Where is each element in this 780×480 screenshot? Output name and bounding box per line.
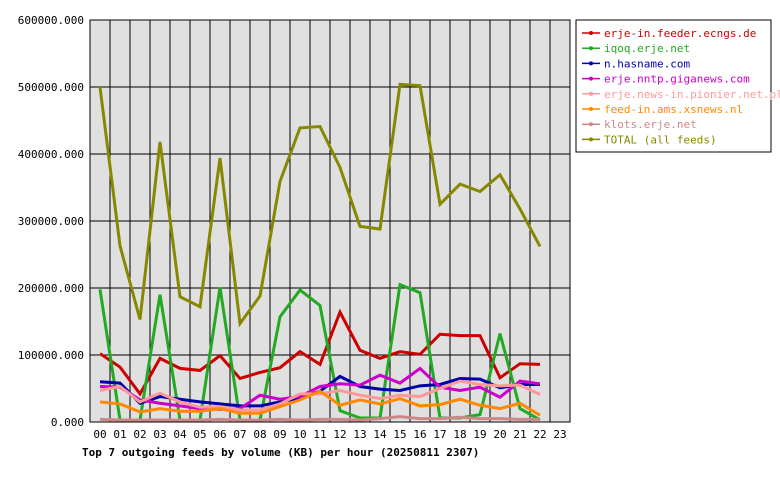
legend-label: erje.news-in.pionier.net.pl [604, 88, 780, 101]
x-tick-label: 01 [113, 428, 126, 441]
y-tick-label: 100000.000 [18, 349, 84, 362]
series-line-5 [99, 389, 541, 417]
legend-label: feed-in.ams.xsnews.nl [604, 103, 743, 116]
legend-marker [589, 137, 593, 142]
legend-label: erje.nntp.giganews.com [604, 73, 750, 86]
y-axis-ticks: 0.000 100000.000 200000.000 300000.000 40000… [18, 14, 84, 429]
x-tick-label: 20 [493, 428, 506, 441]
legend-marker [589, 122, 593, 127]
x-tick-label: 15 [393, 428, 406, 441]
series-line-3 [99, 366, 541, 411]
series-line-0 [99, 308, 541, 397]
x-tick-label: 21 [513, 428, 526, 441]
x-axis-ticks: 00 01 02 03 04 05 06 07 08 09 10 11 12 13 14 15 16 17 18 19… [93, 428, 566, 441]
legend-marker [589, 107, 593, 111]
x-tick-label: 23 [553, 428, 566, 441]
series-line-7 [98, 82, 542, 328]
legend-marker [589, 31, 593, 35]
x-tick-label: 17 [433, 428, 446, 441]
x-tick-label: 03 [153, 428, 166, 441]
x-tick-label: 05 [193, 428, 206, 441]
y-tick-label: 200000.000 [18, 282, 84, 295]
x-tick-label: 22 [533, 428, 546, 441]
x-tick-label: 19 [473, 428, 486, 441]
legend-label: erje-in.feeder.ecngs.de [604, 27, 756, 40]
y-tick-label: 400000.000 [18, 148, 84, 161]
chart-title: Top 7 outgoing feeds by volume (KB) per … [82, 446, 479, 459]
legend-label: TOTAL (all feeds) [604, 133, 717, 146]
series-line-6 [99, 415, 540, 422]
x-tick-label: 06 [213, 428, 226, 441]
x-tick-label: 16 [413, 428, 426, 441]
x-tick-label: 10 [293, 428, 306, 441]
legend: erje-in.feeder.ecngs.de iqoq.erje.net n.ha… [575, 19, 780, 153]
x-tick-label: 00 [93, 428, 106, 441]
legend-box [575, 19, 772, 153]
x-tick-label: 13 [353, 428, 366, 441]
x-tick-label: 08 [253, 428, 266, 441]
y-tick-label: 0.000 [51, 416, 84, 429]
x-tick-label: 18 [453, 428, 466, 441]
legend-label: iqoq.erje.net [604, 42, 690, 55]
x-tick-label: 07 [233, 428, 246, 441]
x-tick-label: 14 [373, 428, 387, 441]
series-line-4 [99, 379, 541, 412]
legend-marker [589, 61, 593, 66]
x-tick-label: 02 [133, 428, 146, 441]
legend-marker [589, 46, 593, 51]
y-tick-label: 500000.000 [18, 81, 84, 94]
x-tick-label: 09 [273, 428, 286, 441]
y-tick-label: 600000.000 [18, 14, 84, 27]
series-lines [98, 82, 542, 422]
x-tick-label: 11 [313, 428, 326, 441]
legend-marker [589, 91, 593, 96]
legend-label: klots.erje.net [604, 118, 697, 131]
x-tick-label: 04 [173, 428, 187, 441]
legend-marker [589, 76, 593, 81]
y-tick-label: 300000.000 [18, 215, 84, 228]
x-tick-label: 12 [333, 428, 346, 441]
legend-label: n.hasname.com [604, 57, 690, 70]
